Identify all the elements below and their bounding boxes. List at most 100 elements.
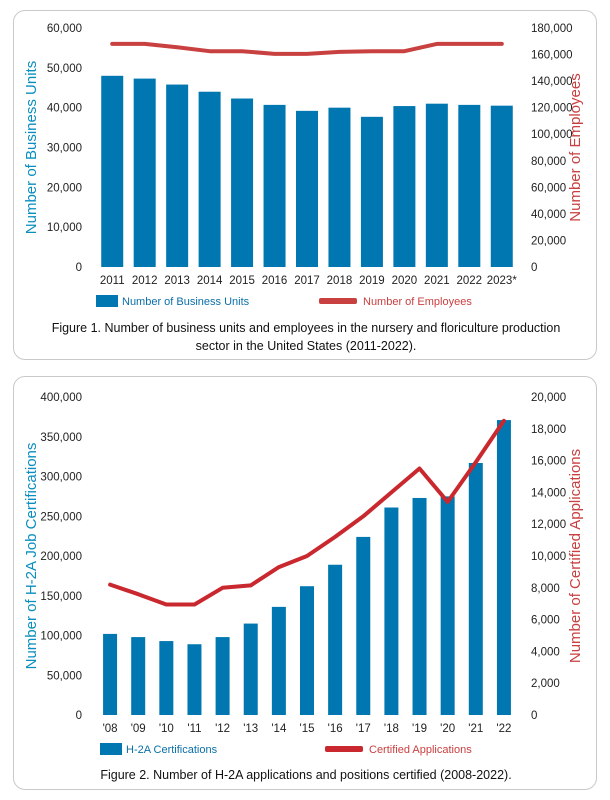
y-tick-label: 150,000 xyxy=(40,591,82,603)
line-point xyxy=(468,43,470,45)
bar-2020 xyxy=(393,106,416,267)
x-tick-label: 2016 xyxy=(262,275,288,287)
bar-21 xyxy=(468,462,483,715)
y-tick-label: 40,000 xyxy=(47,103,82,115)
x-tick-label: 2019 xyxy=(359,275,385,287)
line-point xyxy=(222,587,224,589)
x-tick-label: '19 xyxy=(412,723,427,735)
figure-1-panel: 0 10,000 20,000 30,000 40,000 50,000 60,000 0 20… xyxy=(13,10,597,360)
legend-bar-label: H-2A Certifications xyxy=(126,744,218,756)
line-point xyxy=(193,603,195,605)
bar-20 xyxy=(440,496,455,715)
y2-tick-label: 8,000 xyxy=(531,583,560,595)
y2-tick-label: 12,000 xyxy=(531,519,566,531)
bar-2021 xyxy=(425,103,448,267)
y2-tick-label: 180,000 xyxy=(531,23,573,35)
y-tick-label: 60,000 xyxy=(47,23,82,35)
y2-tick-label: 20,000 xyxy=(531,235,566,247)
y-tick-label: 0 xyxy=(76,710,82,722)
line-point xyxy=(419,468,421,470)
y2-tick-label: 6,000 xyxy=(531,615,560,627)
x-tick-label: 2020 xyxy=(392,275,418,287)
line-point xyxy=(241,50,243,52)
bar-15 xyxy=(300,586,314,715)
x-tick-label: '21 xyxy=(468,723,483,735)
bar-13 xyxy=(243,623,258,715)
x-tick-label: 2022 xyxy=(457,275,483,287)
y-tick-label: 250,000 xyxy=(40,511,82,523)
line-point xyxy=(209,50,211,52)
y2-axis-title: Number of Certified Applications xyxy=(567,449,584,663)
y2-tick-label: 140,000 xyxy=(531,76,573,88)
line-point xyxy=(338,51,340,53)
legend-bar-label: Number of Business Units xyxy=(122,296,250,308)
y2-tick-label: 40,000 xyxy=(531,209,566,221)
legend-line-swatch xyxy=(325,746,363,752)
line-point xyxy=(274,53,276,55)
bar-08 xyxy=(103,633,118,715)
bar-2012 xyxy=(133,78,156,267)
y-axis-title: Number of H-2A Job Certifications xyxy=(23,443,40,670)
line-point xyxy=(306,53,308,55)
y2-tick-label: 80,000 xyxy=(531,156,566,168)
line-point xyxy=(144,43,146,45)
y2-tick-label: 0 xyxy=(531,710,537,722)
x-tick-label: '18 xyxy=(384,723,399,735)
y2-tick-label: 100,000 xyxy=(531,129,573,141)
bar-2018 xyxy=(328,107,351,268)
x-tick-label: 2018 xyxy=(327,275,353,287)
x-tick-label: 2015 xyxy=(229,275,255,287)
x-tick-label: '11 xyxy=(187,723,201,735)
bar-22 xyxy=(496,420,511,715)
figure-2-chart: 0 50,000 100,000 150,000 200,000 250,000 300,0… xyxy=(23,392,584,756)
bar-09 xyxy=(131,637,146,715)
y2-axis-title: Number of Employees xyxy=(567,73,584,221)
y2-tick-label: 14,000 xyxy=(531,487,566,499)
x-tick-label: '08 xyxy=(103,723,118,735)
bar-2017 xyxy=(296,110,318,267)
figure-1-chart: 0 10,000 20,000 30,000 40,000 50,000 60,000 0 20… xyxy=(23,23,584,308)
x-tick-label: 2011 xyxy=(100,275,125,287)
x-tick-label: '13 xyxy=(243,723,258,735)
line-point xyxy=(250,584,252,586)
x-tick-label: 2021 xyxy=(424,275,450,287)
y-axis-title: Number of Business Units xyxy=(23,61,40,234)
bar-2023 xyxy=(490,105,513,267)
x-tick-label: '15 xyxy=(300,723,315,735)
bar-12 xyxy=(215,637,230,715)
y-tick-label: 300,000 xyxy=(40,472,82,484)
bar-10 xyxy=(159,641,174,715)
bar-19 xyxy=(412,497,427,715)
line-point xyxy=(362,515,364,517)
x-tick-label: '09 xyxy=(131,723,146,735)
line-point xyxy=(403,50,405,52)
x-tick-label: '12 xyxy=(215,723,230,735)
bar-2019 xyxy=(360,116,383,267)
bar-18 xyxy=(384,507,399,715)
line-point xyxy=(371,50,373,52)
line-point xyxy=(278,566,280,568)
x-tick-label: '22 xyxy=(496,723,511,735)
y-tick-label: 400,000 xyxy=(40,392,82,404)
y2-tick-label: 160,000 xyxy=(531,50,573,62)
x-tick-label: '17 xyxy=(356,723,371,735)
y2-tick-label: 2,000 xyxy=(531,678,560,690)
bar-16 xyxy=(328,564,343,715)
line-point xyxy=(137,593,139,595)
bar-2022 xyxy=(458,104,481,268)
y2-tick-label: 10,000 xyxy=(531,551,566,563)
figure-2-panel: 0 50,000 100,000 150,000 200,000 250,000 300,0… xyxy=(13,376,597,790)
figure-1-caption: Figure 1. Number of business units and e… xyxy=(51,321,561,353)
legend-line-label: Certified Applications xyxy=(369,744,472,756)
y-tick-label: 30,000 xyxy=(47,143,82,155)
y-tick-label: 10,000 xyxy=(47,222,82,234)
line-point xyxy=(390,491,392,493)
x-tick-label: '14 xyxy=(271,723,287,735)
line-point xyxy=(334,536,336,538)
legend-line-swatch xyxy=(319,298,357,304)
legend-line-label: Number of Employees xyxy=(363,296,472,308)
x-tick-label: 2014 xyxy=(197,275,223,287)
line-point xyxy=(436,43,438,45)
x-tick-label: 2017 xyxy=(294,275,320,287)
bar-2016 xyxy=(263,104,286,268)
